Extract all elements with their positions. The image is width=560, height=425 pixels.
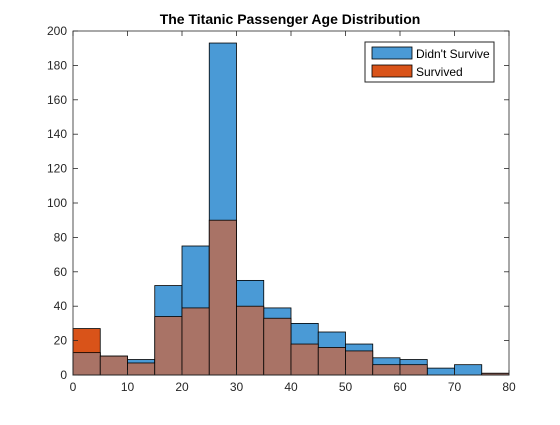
x-tick-label: 0: [70, 380, 77, 394]
series-survived-bars: [72, 219, 510, 376]
chart-title: The Titanic Passenger Age Distribution: [160, 11, 421, 27]
y-tick-label: 20: [54, 334, 68, 348]
x-tick-label: 50: [339, 380, 353, 394]
bar-survived: [372, 364, 401, 376]
y-tick-label: 40: [54, 299, 68, 313]
bar-didnt-survive: [426, 367, 455, 376]
bar-survived: [99, 355, 128, 376]
y-tick-label: 160: [47, 93, 67, 107]
bar-survived: [317, 347, 346, 376]
bar-survived: [345, 350, 374, 376]
bar-survived: [127, 362, 156, 376]
legend-label-didnt-survive: Didn't Survive: [416, 47, 490, 61]
y-tick-label: 80: [54, 230, 68, 244]
bar-survived: [154, 316, 183, 376]
legend-swatch-didnt-survive: [371, 46, 413, 60]
x-tick-label: 20: [175, 380, 189, 394]
bar-survived: [290, 343, 319, 376]
bar-survived: [263, 317, 292, 376]
legend-swatch-survived: [371, 64, 413, 78]
y-tick-label: 0: [60, 368, 67, 382]
bar-survived: [208, 219, 237, 376]
bar-didnt-survive: [454, 364, 483, 376]
x-tick-label: 40: [284, 380, 298, 394]
bar-overlap: [72, 352, 101, 376]
x-tick-label: 80: [502, 380, 516, 394]
y-tick-label: 120: [47, 162, 67, 176]
y-tick-label: 100: [47, 196, 67, 210]
legend: Didn't Survive Survived: [364, 41, 495, 83]
y-tick-label: 180: [47, 58, 67, 72]
y-tick-label: 200: [47, 24, 67, 38]
bar-survived: [181, 307, 210, 376]
x-tick-label: 30: [230, 380, 244, 394]
x-tick-label: 10: [121, 380, 135, 394]
y-tick-label: 140: [47, 127, 67, 141]
bar-survived: [236, 305, 265, 376]
bar-survived: [399, 364, 428, 376]
axes: 0 10 20 30 40 50 60 70 80 0 20 40 60 80 100 120 140 160 18…: [47, 24, 516, 394]
y-tick-label: 60: [54, 265, 68, 279]
x-tick-label: 60: [393, 380, 407, 394]
x-tick-label: 70: [448, 380, 462, 394]
legend-label-survived: Survived: [416, 65, 463, 79]
